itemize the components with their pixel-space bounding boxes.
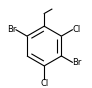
Text: Cl: Cl (40, 79, 48, 88)
Text: Cl: Cl (72, 25, 81, 34)
Text: Br: Br (72, 58, 82, 67)
Text: Br: Br (7, 25, 16, 34)
